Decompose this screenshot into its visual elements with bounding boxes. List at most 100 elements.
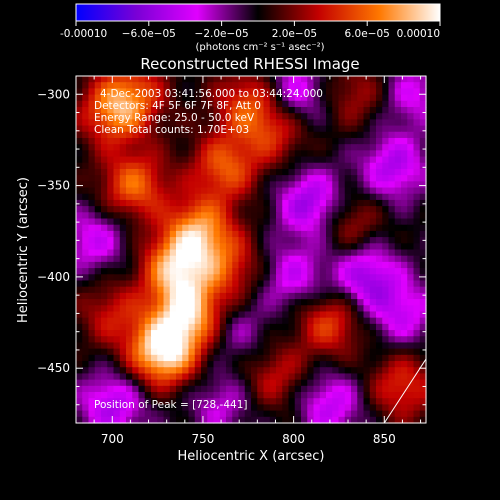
heatmap-cell bbox=[176, 261, 183, 269]
heatmap-cell bbox=[163, 168, 171, 176]
heatmap-cell bbox=[169, 385, 177, 393]
heatmap-cell bbox=[238, 274, 246, 282]
heatmap-cell bbox=[257, 88, 265, 96]
heatmap-cell bbox=[313, 336, 321, 344]
heatmap-cell bbox=[332, 100, 340, 108]
heatmap-cell bbox=[288, 206, 296, 213]
heatmap-cell bbox=[232, 398, 240, 406]
heatmap-cell bbox=[163, 187, 171, 195]
heatmap-cell bbox=[151, 392, 158, 399]
heatmap-cells bbox=[76, 76, 427, 424]
heatmap-cell bbox=[307, 330, 315, 337]
heatmap-cell bbox=[394, 137, 402, 145]
heatmap-cell bbox=[169, 348, 177, 356]
heatmap-cell bbox=[176, 168, 183, 176]
heatmap-cell bbox=[238, 379, 246, 387]
heatmap-cell bbox=[144, 292, 152, 300]
heatmap-cell bbox=[82, 168, 90, 176]
heatmap-cell bbox=[357, 144, 365, 151]
heatmap-cell bbox=[363, 336, 371, 344]
heatmap-cell bbox=[138, 317, 146, 325]
heatmap-cell bbox=[213, 404, 221, 412]
heatmap-cell bbox=[219, 416, 227, 424]
heatmap-cell bbox=[351, 286, 358, 294]
heatmap-cell bbox=[176, 410, 183, 418]
heatmap-cell bbox=[132, 367, 140, 375]
heatmap-cell bbox=[101, 361, 108, 368]
heatmap-cell bbox=[163, 398, 171, 406]
heatmap-cell bbox=[344, 398, 352, 406]
heatmap-cell bbox=[326, 317, 333, 325]
heatmap-cell bbox=[413, 280, 421, 288]
heatmap-cell bbox=[151, 348, 158, 356]
heatmap-cell bbox=[357, 106, 365, 114]
heatmap-cell bbox=[394, 404, 402, 412]
heatmap-cell bbox=[119, 330, 127, 337]
heatmap-cell bbox=[301, 373, 308, 381]
heatmap-cell bbox=[188, 199, 196, 207]
heatmap-cell bbox=[319, 218, 327, 226]
heatmap-cell bbox=[201, 175, 208, 182]
heatmap-cell bbox=[363, 398, 371, 406]
heatmap-cell bbox=[132, 224, 140, 232]
heatmap-cell bbox=[201, 311, 208, 319]
heatmap-cell bbox=[182, 249, 190, 257]
heatmap-cell bbox=[307, 119, 315, 127]
x-tick-label: 700 bbox=[101, 432, 124, 446]
heatmap-cell bbox=[282, 348, 290, 356]
heatmap-cell bbox=[251, 175, 258, 182]
heatmap-cell bbox=[144, 212, 152, 220]
heatmap-cell bbox=[307, 193, 315, 201]
heatmap-cell bbox=[207, 76, 215, 83]
heatmap-cell bbox=[363, 299, 371, 306]
heatmap-cell bbox=[232, 385, 240, 393]
heatmap-cell bbox=[201, 156, 208, 164]
heatmap-cell bbox=[82, 144, 90, 151]
heatmap-cell bbox=[357, 131, 365, 139]
heatmap-cell bbox=[419, 168, 427, 176]
heatmap-cell bbox=[94, 398, 102, 406]
heatmap-cell bbox=[76, 212, 83, 220]
heatmap-cell bbox=[394, 367, 402, 375]
heatmap-cell bbox=[394, 168, 402, 176]
heatmap-cell bbox=[232, 181, 240, 189]
heatmap-cell bbox=[294, 156, 302, 164]
heatmap-cell bbox=[169, 286, 177, 294]
heatmap-cell bbox=[182, 398, 190, 406]
heatmap-cell bbox=[219, 193, 227, 201]
heatmap-cell bbox=[319, 137, 327, 145]
heatmap-cell bbox=[251, 125, 258, 133]
heatmap-cell bbox=[319, 311, 327, 319]
heatmap-cell bbox=[138, 410, 146, 418]
heatmap-cell bbox=[294, 237, 302, 244]
heatmap-cell bbox=[88, 379, 96, 387]
heatmap-cell bbox=[101, 125, 108, 133]
heatmap-cell bbox=[401, 342, 408, 350]
heatmap-cell bbox=[363, 88, 371, 96]
heatmap-cell bbox=[382, 255, 390, 263]
heatmap-cell bbox=[388, 354, 396, 362]
heatmap-cell bbox=[201, 137, 208, 145]
heatmap-cell bbox=[282, 156, 290, 164]
heatmap-cell bbox=[163, 218, 171, 226]
heatmap-cell bbox=[138, 100, 146, 108]
heatmap-cell bbox=[182, 292, 190, 300]
heatmap-cell bbox=[157, 187, 165, 195]
heatmap-cell bbox=[269, 150, 277, 158]
heatmap-cell bbox=[257, 224, 265, 232]
heatmap-cell bbox=[176, 224, 183, 232]
heatmap-cell bbox=[382, 181, 390, 189]
heatmap-cell bbox=[276, 224, 283, 232]
heatmap-cell bbox=[401, 243, 408, 251]
heatmap-cell bbox=[119, 113, 127, 120]
heatmap-cell bbox=[226, 224, 233, 232]
heatmap-cell bbox=[251, 323, 258, 331]
heatmap-cell bbox=[176, 323, 183, 331]
heatmap-cell bbox=[263, 193, 271, 201]
heatmap-cell bbox=[82, 88, 90, 96]
heatmap-cell bbox=[344, 162, 352, 170]
heatmap-cell bbox=[351, 330, 358, 337]
heatmap-cell bbox=[94, 113, 102, 120]
heatmap-cell bbox=[194, 224, 202, 232]
heatmap-cell bbox=[376, 330, 383, 337]
